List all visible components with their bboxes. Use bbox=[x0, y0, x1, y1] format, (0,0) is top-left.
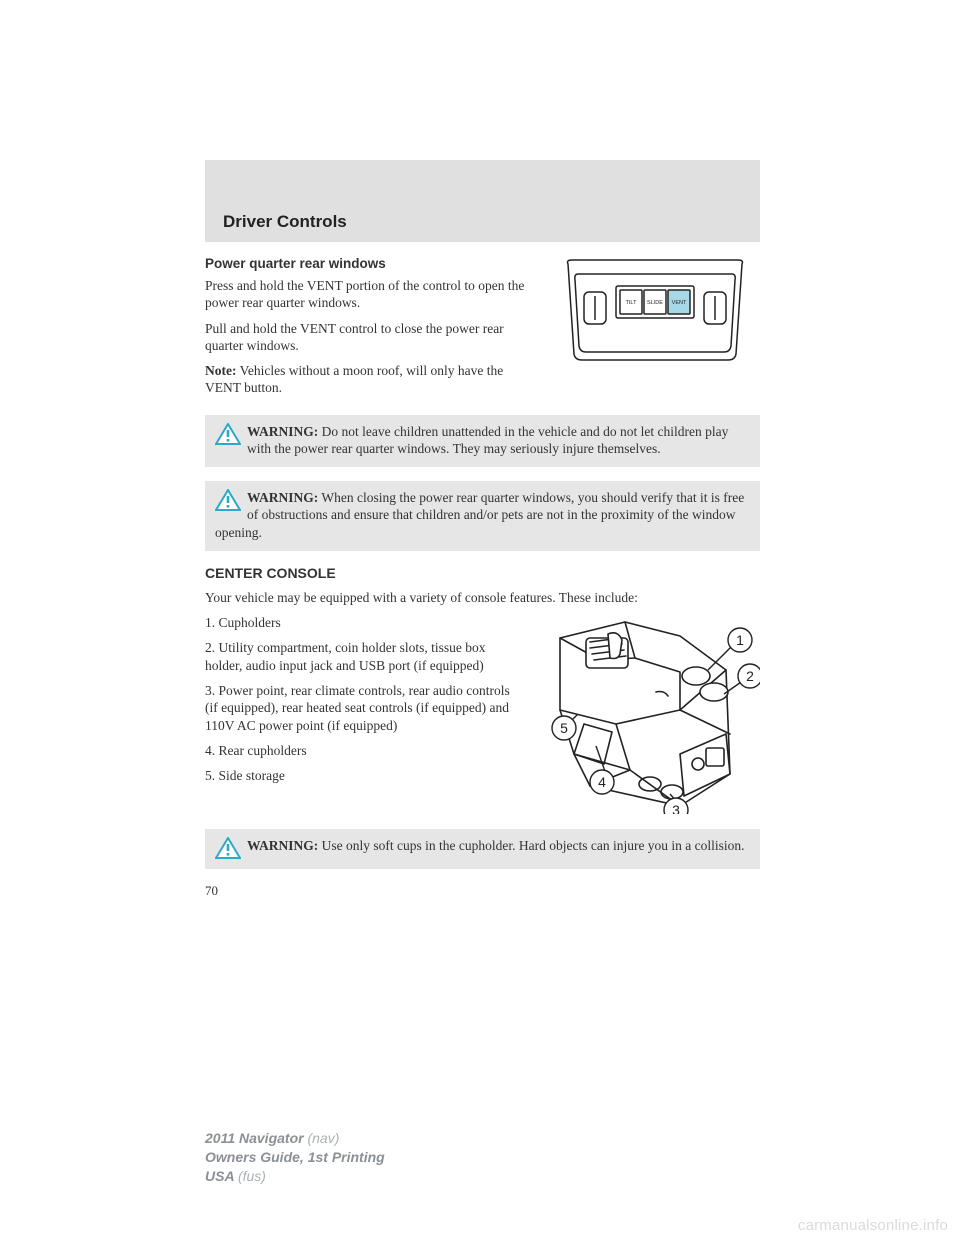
paragraph: Your vehicle may be equipped with a vari… bbox=[205, 589, 760, 606]
warning-label: WARNING: bbox=[247, 490, 318, 505]
list-item: 5. Side storage bbox=[205, 767, 516, 784]
roof-control-illustration: TILT SLIDE VENT bbox=[550, 256, 760, 405]
warning-icon bbox=[215, 489, 241, 511]
center-console-svg: 1 2 3 4 5 bbox=[530, 614, 760, 814]
section1-text: Power quarter rear windows Press and hol… bbox=[205, 256, 536, 405]
roof-btn-tilt: TILT bbox=[626, 300, 638, 306]
roof-control-svg: TILT SLIDE VENT bbox=[550, 256, 760, 366]
list-item: 3. Power point, rear climate controls, r… bbox=[205, 682, 516, 734]
callout-4: 4 bbox=[598, 774, 606, 790]
watermark: carmanualsonline.info bbox=[798, 1217, 948, 1234]
warning-box: WARNING: Do not leave children unattende… bbox=[205, 415, 760, 468]
console-illustration: 1 2 3 4 5 bbox=[530, 614, 760, 819]
roof-btn-vent: VENT bbox=[672, 300, 687, 306]
warning-label: WARNING: bbox=[247, 838, 318, 853]
callout-5: 5 bbox=[560, 720, 568, 736]
list-item: 4. Rear cupholders bbox=[205, 742, 516, 759]
footer-code: (nav) bbox=[307, 1130, 339, 1146]
warning-label: WARNING: bbox=[247, 424, 318, 439]
note-text: Vehicles without a moon roof, will only … bbox=[205, 363, 503, 395]
console-text: 1. Cupholders 2. Utility compartment, co… bbox=[205, 614, 516, 819]
warning-box: WARNING: When closing the power rear qua… bbox=[205, 481, 760, 551]
page-title: Driver Controls bbox=[223, 212, 742, 232]
warning-icon bbox=[215, 423, 241, 445]
warning-icon bbox=[215, 837, 241, 859]
section-center-console: 1. Cupholders 2. Utility compartment, co… bbox=[205, 614, 760, 819]
heading-center-console: CENTER CONSOLE bbox=[205, 565, 760, 581]
callout-3: 3 bbox=[672, 802, 680, 814]
manual-page: Driver Controls Power quarter rear windo… bbox=[0, 0, 960, 1242]
section-power-quarter: Power quarter rear windows Press and hol… bbox=[205, 256, 760, 405]
paragraph: Press and hold the VENT portion of the c… bbox=[205, 277, 536, 312]
callout-1: 1 bbox=[736, 632, 744, 648]
footer-guide: Owners Guide, 1st Printing bbox=[205, 1149, 385, 1165]
warning-text: Use only soft cups in the cupholder. Har… bbox=[318, 838, 744, 853]
callout-2: 2 bbox=[746, 668, 754, 684]
list-item: 1. Cupholders bbox=[205, 614, 516, 631]
subheading-power-quarter: Power quarter rear windows bbox=[205, 256, 536, 271]
warning-text: Do not leave children unattended in the … bbox=[247, 424, 728, 456]
note-label: Note: bbox=[205, 363, 236, 378]
footer: 2011 Navigator (nav) Owners Guide, 1st P… bbox=[205, 1129, 385, 1186]
warning-box: WARNING: Use only soft cups in the cupho… bbox=[205, 829, 760, 869]
note: Note: Vehicles without a moon roof, will… bbox=[205, 362, 536, 397]
footer-model: 2011 Navigator bbox=[205, 1130, 307, 1146]
header-band: Driver Controls bbox=[205, 160, 760, 242]
roof-btn-slide: SLIDE bbox=[647, 300, 663, 306]
paragraph: Pull and hold the VENT control to close … bbox=[205, 320, 536, 355]
footer-region: USA bbox=[205, 1168, 238, 1184]
page-number: 70 bbox=[205, 883, 760, 899]
footer-region-code: (fus) bbox=[238, 1168, 266, 1184]
list-item: 2. Utility compartment, coin holder slot… bbox=[205, 639, 516, 674]
